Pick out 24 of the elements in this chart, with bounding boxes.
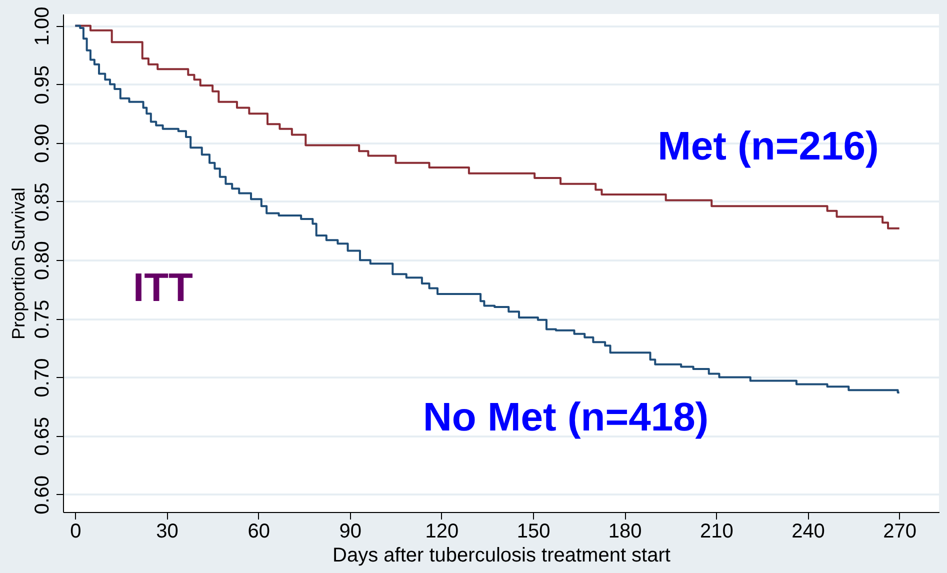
y-axis-title: Proportion Survival xyxy=(8,187,28,340)
x-tick-label: 150 xyxy=(516,520,550,542)
y-tick-label: 0.65 xyxy=(32,416,54,456)
x-tick-label: 60 xyxy=(248,520,270,542)
x-tick-label: 180 xyxy=(608,520,642,542)
y-tick-label: 0.80 xyxy=(32,241,54,280)
annotation: ITT xyxy=(133,266,193,310)
y-tick-label: 0.90 xyxy=(32,124,54,163)
y-tick-label: 1.00 xyxy=(32,6,54,46)
series-label: No Met (n=418) xyxy=(423,395,709,440)
x-axis-title: Days after tuberculosis treatment start xyxy=(332,544,671,566)
x-tick-label: 90 xyxy=(339,520,362,542)
x-tick-label: 30 xyxy=(156,520,178,542)
x-tick-label: 0 xyxy=(70,520,82,542)
y-tick-label: 0.85 xyxy=(32,182,54,222)
y-tick-label: 0.60 xyxy=(32,475,54,514)
series-label: Met (n=216) xyxy=(658,124,879,169)
x-tick-label: 120 xyxy=(425,520,459,542)
y-tick-label: 0.95 xyxy=(32,65,54,104)
y-tick-label: 0.75 xyxy=(32,300,54,339)
x-tick-label: 270 xyxy=(883,520,917,542)
x-tick-label: 240 xyxy=(792,520,825,542)
x-tick-label: 210 xyxy=(700,520,734,542)
y-tick-label: 0.70 xyxy=(32,358,54,398)
